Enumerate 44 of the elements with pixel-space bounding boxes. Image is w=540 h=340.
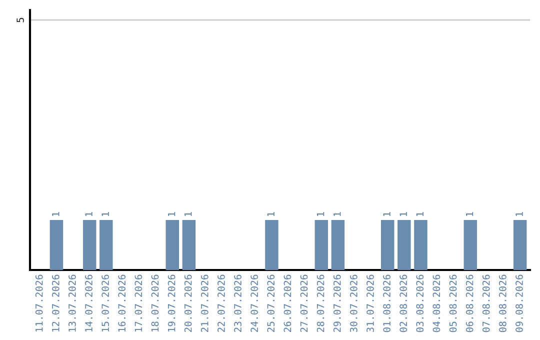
x-tick-label: 09.08.2026 bbox=[516, 274, 523, 332]
x-tick-label: 24.07.2026 bbox=[250, 274, 258, 332]
data-label: 1 bbox=[334, 212, 341, 216]
x-tick-label: 30.07.2026 bbox=[350, 274, 358, 332]
data-label: 1 bbox=[168, 212, 176, 216]
data-label: 1 bbox=[267, 212, 274, 216]
x-tick-label: 27.07.2026 bbox=[300, 274, 308, 332]
x-tick-label: 23.07.2026 bbox=[234, 274, 242, 332]
x-tick-label: 22.07.2026 bbox=[218, 274, 225, 332]
data-label: 1 bbox=[416, 212, 424, 216]
x-tick-label: 07.08.2026 bbox=[482, 274, 490, 332]
x-tick-label: 31.07.2026 bbox=[366, 274, 374, 332]
x-tick-label: 17.07.2026 bbox=[134, 274, 142, 332]
x-tick-label: 25.07.2026 bbox=[267, 274, 275, 332]
x-tick-label: 02.08.2026 bbox=[400, 274, 408, 332]
x-tick-label: 21.07.2026 bbox=[200, 274, 208, 332]
x-tick-label: 18.07.2026 bbox=[151, 274, 159, 332]
x-tick-label: 20.07.2026 bbox=[184, 274, 192, 332]
x-tick-label: 01.08.2026 bbox=[383, 274, 390, 332]
x-tick-label: 08.08.2026 bbox=[499, 274, 506, 332]
x-tick-label: 29.07.2026 bbox=[333, 274, 341, 332]
x-tick-label: 15.07.2026 bbox=[102, 274, 110, 332]
x-tick-label: 19.07.2026 bbox=[168, 274, 176, 332]
x-tick-label: 28.07.2026 bbox=[316, 274, 324, 332]
x-tick-label: 06.08.2026 bbox=[466, 274, 474, 332]
x-tick-label: 11.07.2026 bbox=[35, 274, 43, 332]
data-label: 1 bbox=[516, 212, 523, 216]
x-tick-label: 04.08.2026 bbox=[432, 274, 440, 332]
x-tick-label: 14.07.2026 bbox=[85, 274, 92, 332]
x-tick-label: 16.07.2026 bbox=[118, 274, 126, 332]
data-label: 1 bbox=[85, 212, 92, 216]
x-tick-label: 05.08.2026 bbox=[449, 274, 457, 332]
data-label: 1 bbox=[52, 212, 60, 216]
data-label: 1 bbox=[184, 212, 192, 216]
data-label: 1 bbox=[102, 212, 109, 216]
data-label: 1 bbox=[400, 212, 407, 216]
data-label: 1 bbox=[466, 212, 474, 216]
x-tick-label: 26.07.2026 bbox=[284, 274, 292, 332]
x-tick-label: 12.07.2026 bbox=[52, 274, 60, 332]
x-tick-label: 03.08.2026 bbox=[416, 274, 424, 332]
data-label: 1 bbox=[383, 212, 390, 216]
x-tick-label: 13.07.2026 bbox=[68, 274, 76, 332]
y-tick-label: 5 bbox=[16, 18, 24, 22]
data-label: 1 bbox=[317, 212, 324, 216]
